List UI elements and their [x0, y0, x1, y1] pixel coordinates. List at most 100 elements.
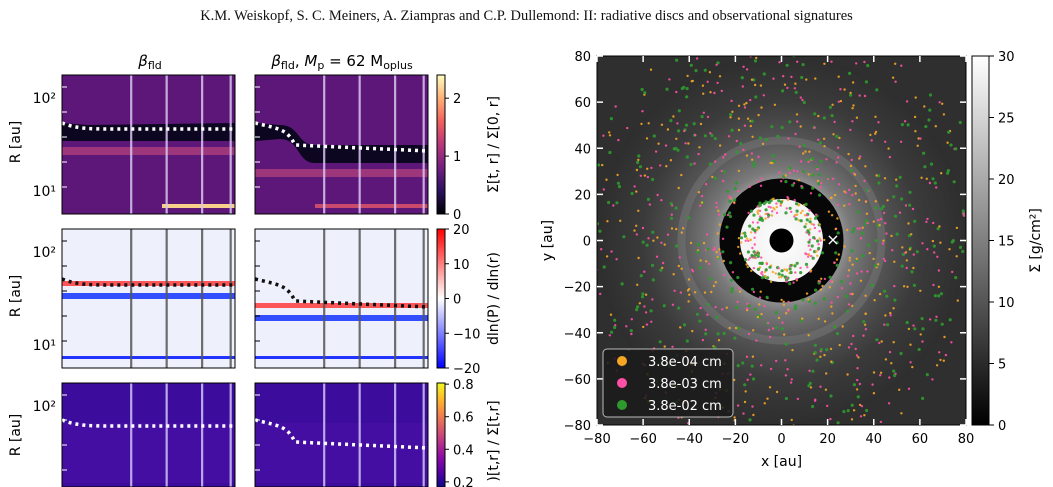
colorbar-tick-label: 10 — [998, 296, 1015, 311]
dust-particle — [916, 144, 919, 147]
dust-particle — [950, 240, 954, 244]
dust-particle — [645, 323, 649, 326]
dust-particle — [751, 221, 755, 224]
dust-particle — [887, 402, 891, 405]
dust-particle — [817, 246, 821, 251]
dust-particle — [687, 278, 691, 281]
dust-particle — [847, 346, 851, 349]
dust-particle — [888, 350, 892, 354]
dust-particle — [794, 271, 797, 274]
dust-particle — [874, 130, 878, 134]
dust-particle — [759, 290, 762, 293]
dust-particle — [829, 417, 832, 421]
dust-particle — [704, 430, 706, 432]
dust-particle — [931, 378, 934, 381]
dust-particle — [893, 373, 897, 378]
dust-particle — [805, 78, 808, 81]
dust-particle — [825, 372, 828, 375]
dust-particle — [796, 60, 799, 63]
dust-particle — [747, 332, 751, 336]
dust-particle — [716, 232, 719, 235]
dust-particle — [652, 239, 655, 242]
dust-particle — [716, 61, 720, 65]
dust-particle — [718, 144, 722, 147]
dust-particle — [833, 120, 836, 124]
dust-particle — [707, 262, 711, 266]
dust-particle — [637, 209, 640, 212]
dust-particle — [888, 155, 892, 159]
dust-particle — [780, 327, 784, 331]
dust-particle — [708, 71, 712, 74]
dust-particle — [620, 282, 624, 286]
dust-particle — [715, 315, 719, 319]
row2-colorbar — [436, 228, 446, 369]
dust-particle — [773, 103, 777, 107]
dust-particle — [831, 103, 834, 107]
dust-particle — [600, 248, 603, 251]
dust-particle — [746, 302, 749, 305]
dust-particle — [832, 133, 835, 136]
dust-particle — [663, 345, 666, 348]
dust-particle — [780, 125, 784, 130]
dust-particle — [615, 258, 618, 261]
dust-particle — [582, 252, 584, 254]
dust-particle — [882, 211, 886, 215]
row3-colorbar-label: )[t,r] / Σ[t,r] — [486, 400, 502, 481]
dust-particle — [780, 269, 784, 273]
dust-particle — [664, 144, 668, 147]
dust-particle — [817, 450, 820, 453]
ratio-region — [255, 423, 428, 483]
dust-particle — [811, 186, 815, 190]
dust-particle — [802, 152, 805, 155]
dust-particle — [858, 382, 862, 386]
dust-particle — [931, 177, 935, 181]
dust-particle — [691, 329, 694, 333]
dust-particle — [762, 94, 765, 97]
dust-particle — [717, 213, 721, 216]
dust-particle — [808, 238, 812, 241]
dust-particle — [948, 248, 951, 251]
dust-particle — [644, 293, 648, 296]
dust-particle — [893, 214, 898, 218]
dust-particle — [750, 269, 753, 272]
dust-particle — [878, 341, 881, 345]
dust-particle — [863, 222, 867, 226]
dust-particle — [795, 209, 799, 213]
legend-box — [602, 348, 734, 418]
dust-particle — [927, 118, 931, 122]
dust-particle — [813, 126, 816, 129]
dust-particle — [832, 177, 835, 180]
dust-particle — [827, 210, 831, 213]
dust-particle — [817, 138, 820, 141]
dust-particle — [879, 374, 882, 377]
dust-particle — [709, 132, 712, 135]
dust-particle — [635, 168, 639, 172]
dust-particle — [710, 52, 712, 54]
dust-particle — [908, 203, 912, 207]
dust-particle — [834, 227, 837, 231]
dust-particle — [809, 269, 813, 272]
dust-particle — [728, 214, 733, 219]
row-ylabel: R [au] — [8, 121, 24, 164]
dust-particle — [851, 120, 854, 123]
dust-particle — [770, 214, 774, 217]
dust-particle — [757, 209, 760, 212]
row3-colorbar — [436, 382, 446, 487]
dust-particle — [722, 259, 725, 263]
dust-particle — [900, 264, 904, 268]
dust-particle — [958, 245, 963, 249]
dust-particle — [659, 268, 663, 272]
density-enhancement — [62, 147, 235, 155]
pressure-bump-negative — [62, 293, 235, 299]
dust-particle — [705, 233, 709, 236]
dust-particle — [584, 297, 587, 300]
dust-particle — [746, 237, 749, 240]
dust-particle — [688, 51, 691, 54]
dust-particle — [968, 188, 971, 191]
dust-particle — [661, 261, 665, 265]
dust-particle — [845, 294, 849, 298]
colorbar-tick-label: 0 — [453, 208, 461, 223]
dust-particle — [672, 115, 675, 118]
dust-particle — [669, 159, 673, 162]
dust-particle — [872, 371, 876, 374]
